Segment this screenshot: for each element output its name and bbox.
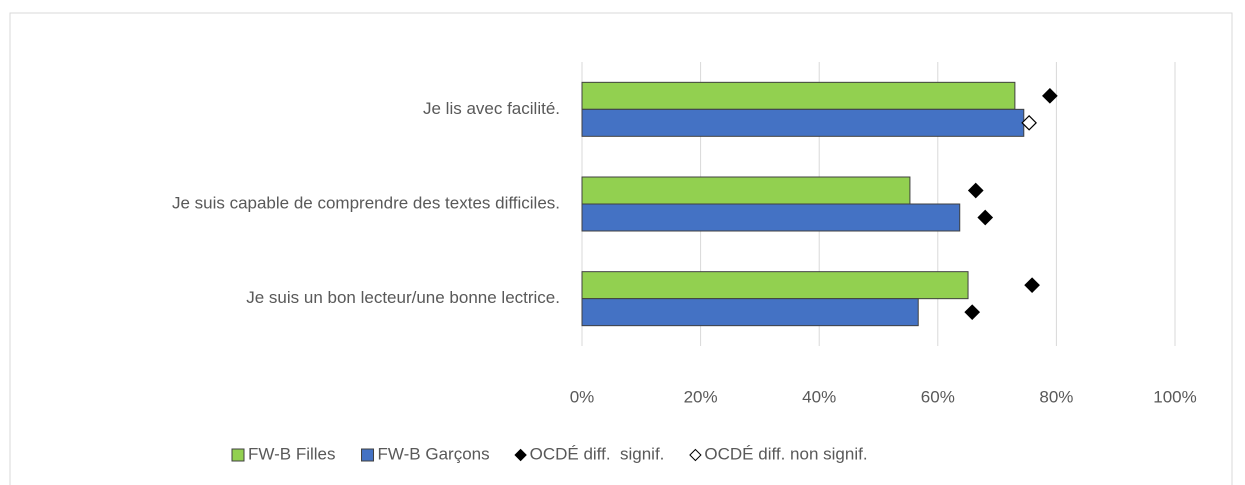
oecd-marker xyxy=(1024,277,1040,294)
x-tick-label: 20% xyxy=(684,387,718,406)
legend-swatch xyxy=(361,448,375,462)
legend-label: FW-B Garçons xyxy=(378,444,490,463)
oecd-marker xyxy=(1042,87,1058,104)
legend-swatch xyxy=(231,448,245,462)
legend-label: OCDÉ diff. non signif. xyxy=(704,444,867,463)
x-tick-label: 0% xyxy=(570,387,595,406)
bar xyxy=(581,298,919,327)
legend-label: OCDÉ diff. signif. xyxy=(530,444,665,463)
oecd-marker xyxy=(1021,114,1037,131)
oecd-marker xyxy=(964,304,981,321)
x-tick-label: 40% xyxy=(802,387,836,406)
y-tick-label: Je suis un bon lecteur/une bonne lectric… xyxy=(246,288,560,307)
x-tick-label: 80% xyxy=(1039,387,1073,406)
legend-marker xyxy=(689,448,702,462)
legend-marker xyxy=(514,448,527,462)
bar xyxy=(581,81,1016,110)
bar xyxy=(581,203,961,232)
y-tick-label: Je suis capable de comprendre des textes… xyxy=(172,193,560,212)
x-tick-label: 60% xyxy=(921,387,955,406)
bar xyxy=(581,176,911,205)
oecd-marker xyxy=(977,209,994,226)
y-tick-label: Je lis avec facilité. xyxy=(423,99,560,118)
legend-label: FW-B Filles xyxy=(248,444,336,463)
bar xyxy=(581,108,1025,137)
oecd-marker xyxy=(967,182,984,199)
bar xyxy=(581,271,969,300)
chart-border xyxy=(9,12,1233,485)
x-tick-label: 100% xyxy=(1153,387,1196,406)
